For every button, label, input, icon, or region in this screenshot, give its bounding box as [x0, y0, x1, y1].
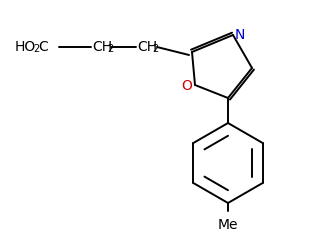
Text: CH: CH — [92, 40, 112, 54]
Text: Me: Me — [218, 218, 238, 232]
Text: 2: 2 — [107, 44, 113, 54]
Text: HO: HO — [15, 40, 36, 54]
Text: C: C — [38, 40, 48, 54]
Text: N: N — [235, 28, 245, 42]
Text: 2: 2 — [33, 44, 39, 54]
Text: O: O — [181, 79, 192, 93]
Text: 2: 2 — [152, 44, 158, 54]
Text: CH: CH — [137, 40, 157, 54]
